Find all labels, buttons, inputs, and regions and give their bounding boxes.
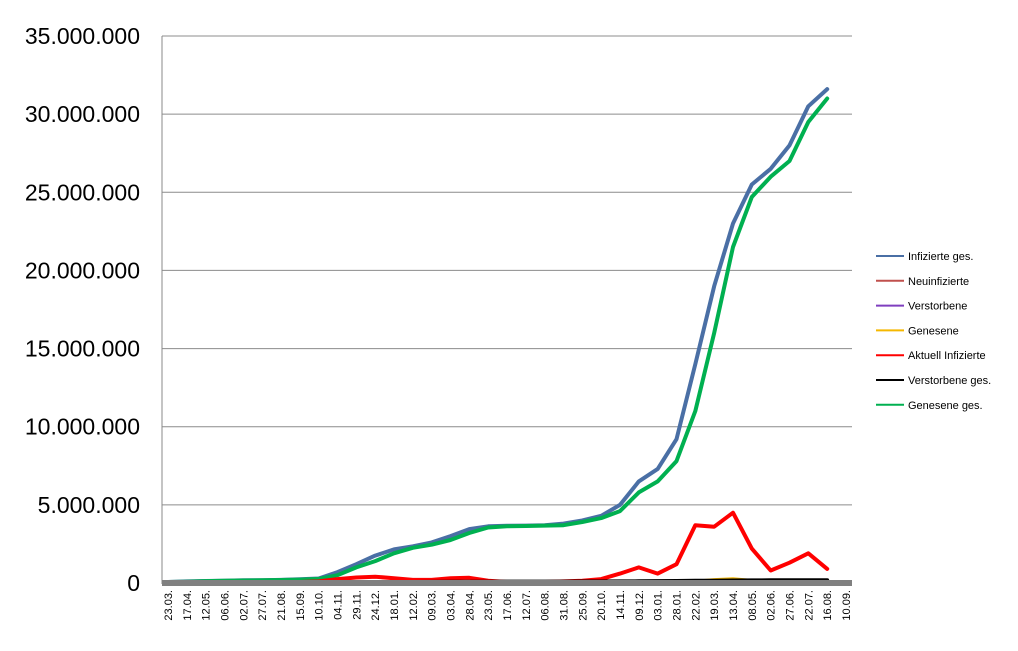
y-tick-label: 15.000.000 (25, 336, 140, 362)
series-line-infizierte-ges- (166, 87, 830, 584)
x-tick-label: 09.03. (427, 590, 439, 621)
x-tick-label: 28.01. (672, 590, 684, 621)
x-tick-label: 04.11. (333, 590, 345, 620)
x-tick-label: 12.02. (408, 590, 420, 621)
x-tick-label: 24.12. (370, 590, 382, 621)
y-tick-label: 5.000.000 (38, 492, 140, 518)
legend-item: Genesene (876, 325, 959, 337)
x-tick-label: 14.11. (615, 590, 627, 620)
legend-item: Infizierte ges. (876, 251, 973, 263)
x-tick-label: 10.10. (314, 590, 326, 621)
x-tick-label: 16.08. (822, 590, 834, 621)
x-tick-label: 31.08. (559, 590, 571, 621)
x-tick-label: 28.04. (464, 590, 476, 621)
x-tick-label: 23.05. (483, 590, 495, 621)
x-tick-label: 03.04. (446, 590, 458, 621)
x-tick-label: 17.04. (182, 590, 194, 621)
x-tick-label: 22.02. (690, 590, 702, 621)
gridlines (162, 35, 852, 506)
x-tick-label: 06.08. (540, 590, 552, 621)
x-tick-label: 27.06. (785, 590, 797, 621)
x-tick-label: 10.09. (841, 590, 853, 621)
legend-label: Neuinfizierte (908, 276, 969, 288)
legend-item: Genesene ges. (876, 400, 983, 412)
y-axis-ticks: 0 5.000.000 10.000.000 15.000.000 20.000.000… (25, 23, 140, 596)
x-tick-label: 25.09. (577, 590, 589, 621)
x-tick-label: 13.04. (728, 590, 740, 621)
legend-label: Genesene ges. (908, 400, 983, 412)
x-axis-line (162, 580, 852, 586)
x-tick-label: 02.07. (238, 590, 250, 621)
x-tick-label: 19.03. (709, 590, 721, 621)
x-tick-label: 12.07. (521, 590, 533, 621)
x-tick-label: 17.06. (502, 590, 514, 621)
x-tick-label: 22.07. (803, 590, 815, 621)
x-tick-label: 09.12. (634, 590, 646, 621)
series-line-aktuell-infizierte (166, 510, 830, 584)
legend-label: Verstorbene (908, 301, 967, 313)
y-tick-label: 25.000.000 (25, 179, 140, 205)
legend-item: Aktuell Infizierte (876, 350, 986, 362)
x-tick-label: 27.07. (257, 590, 269, 621)
x-tick-label: 03.01. (653, 590, 665, 621)
legend-label: Verstorbene ges. (908, 375, 991, 387)
legend-label: Aktuell Infizierte (908, 350, 986, 362)
series-line-genesene-ges- (166, 96, 830, 584)
x-tick-label: 02.06. (766, 590, 778, 621)
x-tick-label: 08.05. (747, 590, 759, 621)
x-tick-label: 15.09. (295, 590, 307, 621)
x-tick-label: 12.05. (201, 590, 213, 621)
x-tick-label: 18.01. (389, 590, 401, 621)
x-tick-label: 23.03. (163, 590, 175, 621)
y-tick-label: 0 (127, 570, 140, 596)
y-tick-label: 35.000.000 (25, 23, 140, 49)
x-axis-ticks: 23.03. 17.04. 12.05. 06.06. 02.07. 27.07. 21.0… (163, 590, 853, 621)
y-tick-label: 10.000.000 (25, 414, 140, 440)
legend-item: Verstorbene (876, 301, 967, 313)
series-lines (166, 87, 830, 584)
x-tick-label: 20.10. (596, 590, 608, 621)
x-tick-label: 21.08. (276, 590, 288, 621)
y-tick-label: 30.000.000 (25, 101, 140, 127)
legend-label: Genesene (908, 325, 959, 337)
legend-item: Neuinfizierte (876, 276, 969, 288)
x-tick-label: 29.11. (351, 590, 363, 620)
legend-label: Infizierte ges. (908, 251, 973, 263)
y-tick-label: 20.000.000 (25, 257, 140, 283)
x-tick-label: 06.06. (220, 590, 232, 621)
legend-item: Verstorbene ges. (876, 375, 991, 387)
legend: Infizierte ges. Neuinfizierte Verstorbene G… (876, 251, 991, 412)
